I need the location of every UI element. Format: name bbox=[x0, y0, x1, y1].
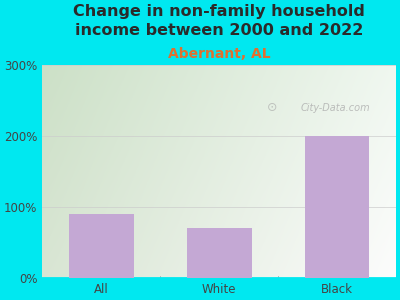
Title: Change in non-family household
income between 2000 and 2022: Change in non-family household income be… bbox=[73, 4, 365, 38]
Bar bbox=[69, 214, 134, 278]
Text: Abernant, AL: Abernant, AL bbox=[168, 47, 270, 61]
Text: City-Data.com: City-Data.com bbox=[300, 103, 370, 113]
Bar bbox=[187, 228, 252, 278]
Bar bbox=[304, 136, 369, 278]
Text: ⊙: ⊙ bbox=[267, 101, 277, 114]
